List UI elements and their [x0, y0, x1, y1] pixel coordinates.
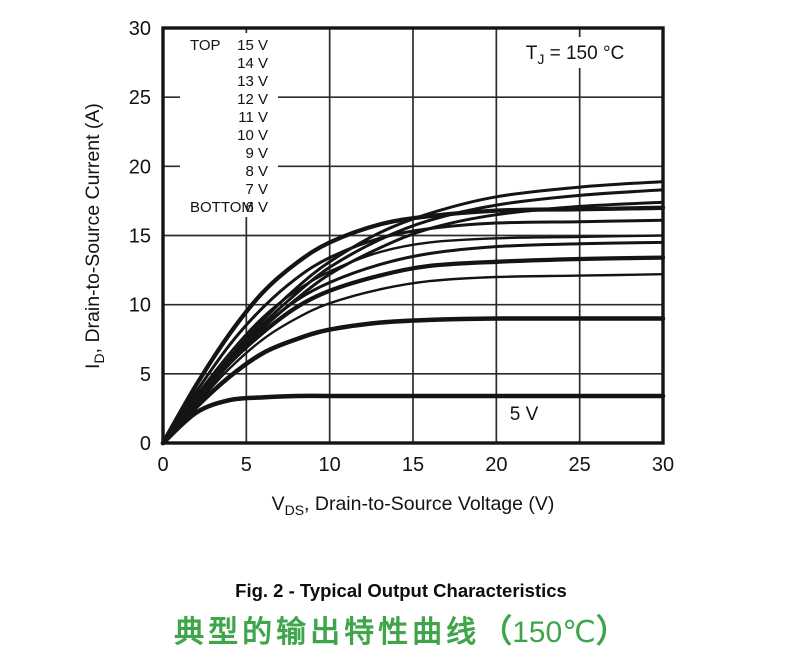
curves-layer: [160, 180, 666, 446]
caption-paren-open: （: [480, 613, 513, 649]
legend-entry-label: 9 V: [245, 145, 268, 162]
legend-entry-label: 13 V: [237, 73, 268, 90]
legend-entry-label: 10 V: [237, 127, 268, 144]
x-tick-label: 25: [569, 454, 591, 476]
legend-entry-label: 14 V: [237, 55, 268, 72]
curve-10v: [161, 234, 665, 445]
vgs-5v-label-background: [499, 400, 550, 426]
tj-annotation-background: [506, 37, 644, 68]
y-tick-label: 0: [140, 433, 151, 455]
curve-12v: [160, 205, 666, 446]
y-tick-label: 15: [129, 226, 151, 248]
y-tick-label: 20: [129, 156, 151, 178]
y-tick-labels: 0 5 10 15 20 25 30: [129, 18, 151, 455]
caption-paren-close: ）: [595, 613, 628, 649]
y-tick-label: 5: [140, 364, 151, 386]
output-characteristics-chart: 0 5 10 15 20 25 30 0 5 10 15 20 25 30 TOP BOTTOM 15 …: [82, 18, 674, 518]
x-tick-label: 30: [652, 454, 674, 476]
vgs-5v-label: 5 V: [499, 400, 550, 426]
tj-annotation: TJ = 150 °C: [506, 37, 644, 68]
legend-entry-label: 7 V: [245, 181, 268, 198]
curve-5v: [160, 393, 666, 446]
x-axis-subscript: DS: [285, 502, 304, 518]
y-tick-label: 10: [129, 295, 151, 317]
legend-top-label: TOP: [190, 37, 221, 54]
legend: TOP BOTTOM 15 V14 V13 V12 V11 V10 V9 V8 …: [180, 33, 278, 217]
legend-entry-label: 8 V: [245, 163, 268, 180]
legend-entry-label: 15 V: [237, 37, 268, 54]
curve-8v: [160, 255, 666, 446]
legend-entry-label: 11 V: [238, 109, 268, 126]
y-axis-title-text: , Drain-to-Source Current (A): [82, 103, 104, 353]
plot-border: [161, 26, 665, 445]
vgs-5v-label-text: 5 V: [510, 404, 539, 425]
figure-caption-en: Fig. 2 - Typical Output Characteristics: [235, 580, 567, 601]
tj-value: = 150 °C: [544, 43, 624, 64]
caption-temperature: 150℃: [512, 616, 596, 649]
x-tick-label: 10: [319, 454, 341, 476]
x-tick-label: 15: [402, 454, 424, 476]
x-axis-title-text: , Drain-to-Source Voltage (V): [304, 493, 554, 515]
tj-subscript: J: [537, 51, 544, 67]
x-tick-label: 20: [485, 454, 507, 476]
legend-entries: 15 V14 V13 V12 V11 V10 V9 V8 V7 V6 V: [237, 37, 268, 216]
caption-cn-text: 典型的输出特性曲线: [174, 616, 481, 649]
y-tick-label: 30: [129, 18, 151, 40]
x-tick-label: 0: [157, 454, 168, 476]
legend-bottom-label: BOTTOM: [190, 199, 254, 216]
legend-background: [180, 33, 278, 217]
y-axis-title: ID, Drain-to-Source Current (A): [82, 103, 107, 369]
tj-annotation-text: TJ = 150 °C: [526, 43, 625, 67]
x-tick-labels: 0 5 10 15 20 25 30: [157, 454, 674, 476]
grid-layer: [163, 28, 663, 443]
y-axis-subscript: D: [91, 353, 107, 363]
x-tick-label: 5: [241, 454, 252, 476]
legend-entry-label: 6 V: [245, 199, 268, 216]
y-tick-label: 25: [129, 87, 151, 109]
x-axis-symbol: V: [272, 493, 285, 515]
curve-11v: [161, 218, 665, 445]
curve-15v: [161, 180, 665, 445]
y-axis-symbol: I: [82, 364, 104, 369]
curve-6v: [160, 316, 666, 446]
curve-7v: [161, 273, 665, 445]
x-axis-title: VDS, Drain-to-Source Voltage (V): [272, 493, 555, 518]
legend-entry-label: 12 V: [237, 91, 268, 108]
tj-symbol: T: [526, 43, 538, 64]
figure-caption-cn: 典型的输出特性曲线（150℃）: [0, 606, 802, 652]
